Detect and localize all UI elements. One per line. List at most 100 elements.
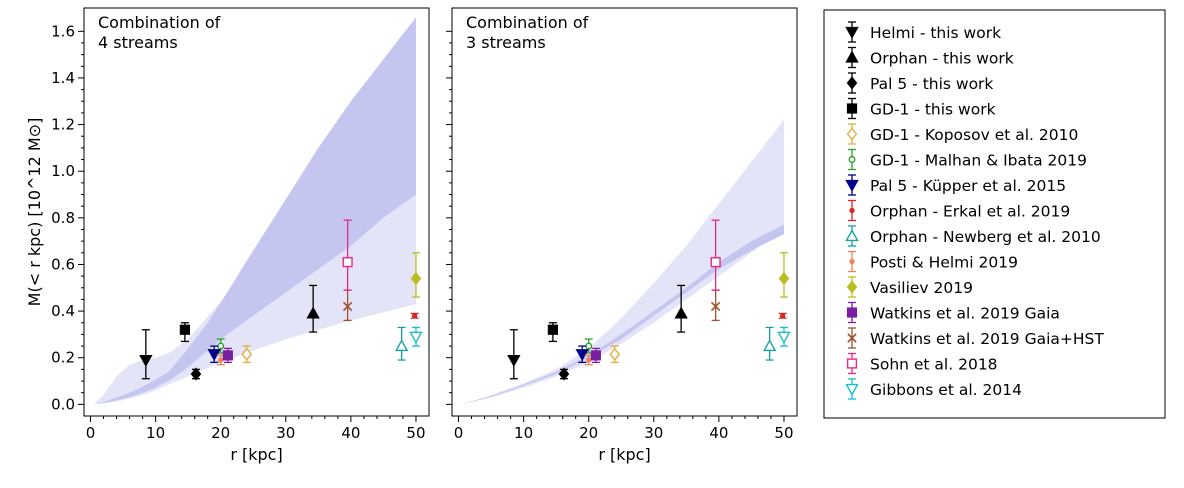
point-gd-1-malhan-ibata-2019-marker (217, 342, 225, 350)
x-tick-label: 20 (211, 424, 230, 442)
legend-frame (823, 9, 1166, 419)
legend-label: Gibbons et al. 2014 (870, 381, 1022, 399)
point-vasiliev-2019 (778, 252, 790, 298)
point-vasiliev-2019 (410, 252, 422, 298)
legend-label: Watkins et al. 2019 Gaia (870, 305, 1060, 323)
x-tick-label: 30 (276, 424, 295, 442)
point-gd-1-koposov-et-al-2010 (609, 345, 621, 364)
legend-marker (847, 333, 857, 343)
point-orphan-erkal-et-al-2019-marker (779, 313, 786, 319)
y-tick-label: 0.2 (51, 349, 75, 367)
legend-label: GD-1 - this work (870, 101, 996, 119)
legend-marker (846, 127, 858, 141)
legend-marker (845, 383, 859, 396)
band-inner (97, 17, 416, 405)
y-axis (446, 30, 452, 405)
y-tick-label: 1.2 (51, 116, 75, 134)
legend-entry-gd-1-malhan-ibata-2019: GD-1 - Malhan & Ibata 2019 (848, 148, 1087, 171)
point-posti-helmi-2019-marker (217, 357, 224, 363)
axes-frame (451, 7, 798, 417)
legend: Helmi - this work Orphan - this work Pal 5… (823, 9, 1166, 419)
x-tick-label: 10 (146, 424, 165, 442)
legend-marker (849, 207, 855, 214)
x-tick-label: 40 (709, 424, 728, 442)
legend-marker (846, 280, 858, 294)
point-orphan-erkal-et-al-2019-marker (411, 313, 418, 319)
y-axis: 0.0 0.2 0.4 0.6 0.8 1.0 1.2 1.4 1.6 M(< r kpc) [1… (25, 22, 84, 413)
axes-frame (83, 7, 430, 417)
point-posti-helmi-2019-marker (585, 357, 592, 363)
point-gd-1-this-work-marker (179, 324, 190, 335)
y-tick-label: 1.6 (51, 22, 75, 40)
point-watkins-et-al-2019-gaia-hst (710, 289, 721, 322)
point-gd-1-this-work (547, 322, 558, 343)
panel-annotation: Combination of4 streams (98, 13, 221, 52)
panel-4-streams: 0 10 20 30 40 50 r [kpc] 0.0 0.2 0.4 0.6 0.8 1.0 1.2 1… (25, 7, 430, 464)
legend-entry-pal-5-this-work: Pal 5 - this work (846, 72, 993, 94)
legend-label: Helmi - this work (870, 24, 1001, 42)
legend-entry-orphan-newberg-et-al-2010: Orphan - Newberg et al. 2010 (845, 225, 1101, 247)
x-tick-label: 20 (579, 424, 598, 442)
y-tick-label: 0.0 (51, 395, 75, 413)
x-tick-label: 30 (644, 424, 663, 442)
point-sohn-et-al-2018 (710, 219, 721, 291)
point-helmi-this-work (139, 329, 153, 380)
legend-marker (846, 76, 858, 90)
legend-label: GD-1 - Koposov et al. 2010 (870, 126, 1078, 144)
x-axis: 0 10 20 30 40 50 r [kpc] (454, 416, 794, 464)
x-tick-label: 50 (774, 424, 793, 442)
bands (93, 17, 417, 405)
legend-marker (846, 103, 858, 114)
legend-marker (848, 156, 856, 163)
x-tick-label: 40 (341, 424, 360, 442)
y-tick-label: 0.6 (51, 255, 75, 273)
bands (461, 119, 784, 405)
point-helmi-this-work-marker (507, 354, 521, 367)
legend-label: Orphan - Erkal et al. 2019 (870, 203, 1070, 221)
data-points (507, 219, 791, 381)
point-orphan-newberg-et-al-2010-marker (762, 339, 777, 352)
legend-label: Sohn et al. 2018 (870, 356, 998, 374)
point-helmi-this-work (507, 329, 521, 380)
point-watkins-et-al-2019-gaia-hst-marker-b (710, 301, 721, 312)
legend-marker (846, 358, 858, 369)
annotation-line: Combination of (466, 13, 589, 32)
y-tick-label: 0.4 (51, 302, 75, 320)
band-outer (461, 119, 784, 405)
panel-annotation: Combination of3 streams (466, 13, 589, 52)
point-orphan-this-work (306, 284, 320, 333)
point-watkins-et-al-2019-gaia-hst-marker (710, 301, 721, 312)
point-orphan-this-work-marker (306, 306, 320, 319)
legend-label: Watkins et al. 2019 Gaia+HST (870, 330, 1104, 348)
legend-marker (849, 258, 855, 265)
y-tick-label: 0.8 (51, 209, 75, 227)
annotation-line: 4 streams (98, 33, 178, 52)
point-sohn-et-al-2018-marker (710, 257, 721, 268)
legend-entry-watkins-et-al-2019-gaia: Watkins et al. 2019 Gaia (846, 301, 1060, 324)
point-posti-helmi-2019 (584, 354, 593, 366)
point-gd-1-this-work-marker (547, 324, 558, 335)
x-tick-label: 50 (406, 424, 425, 442)
point-orphan-newberg-et-al-2010 (762, 326, 777, 361)
legend-label: Posti & Helmi 2019 (870, 254, 1018, 272)
x-axis-label: r [kpc] (598, 445, 650, 464)
legend-entry-vasiliev-2019: Vasiliev 2019 (846, 276, 973, 298)
x-tick-label: 0 (454, 424, 464, 442)
legend-label: Vasiliev 2019 (870, 279, 973, 297)
legend-marker (845, 26, 859, 39)
y-tick-label: 1.4 (51, 69, 75, 87)
point-gibbons-et-al-2014-marker (409, 331, 423, 344)
y-tick-label: 1.0 (51, 162, 75, 180)
legend-label: Pal 5 - this work (870, 75, 993, 93)
legend-entry-orphan-this-work: Orphan - this work (845, 46, 1014, 69)
legend-label: Pal 5 - Küpper et al. 2015 (870, 177, 1066, 195)
legend-entry-gd-1-koposov-et-al-2010: GD-1 - Koposov et al. 2010 (846, 123, 1078, 145)
legend-entry-orphan-erkal-et-al-2019: Orphan - Erkal et al. 2019 (848, 199, 1070, 222)
point-gd-1-koposov-et-al-2010-marker (241, 347, 253, 361)
point-pal-5-this-work (190, 367, 202, 381)
point-orphan-this-work (674, 284, 688, 333)
point-sohn-et-al-2018 (342, 219, 353, 291)
point-gd-1-malhan-ibata-2019-marker (585, 342, 593, 350)
point-pal-5-this-work-marker (558, 367, 570, 381)
x-tick-label: 0 (86, 424, 96, 442)
